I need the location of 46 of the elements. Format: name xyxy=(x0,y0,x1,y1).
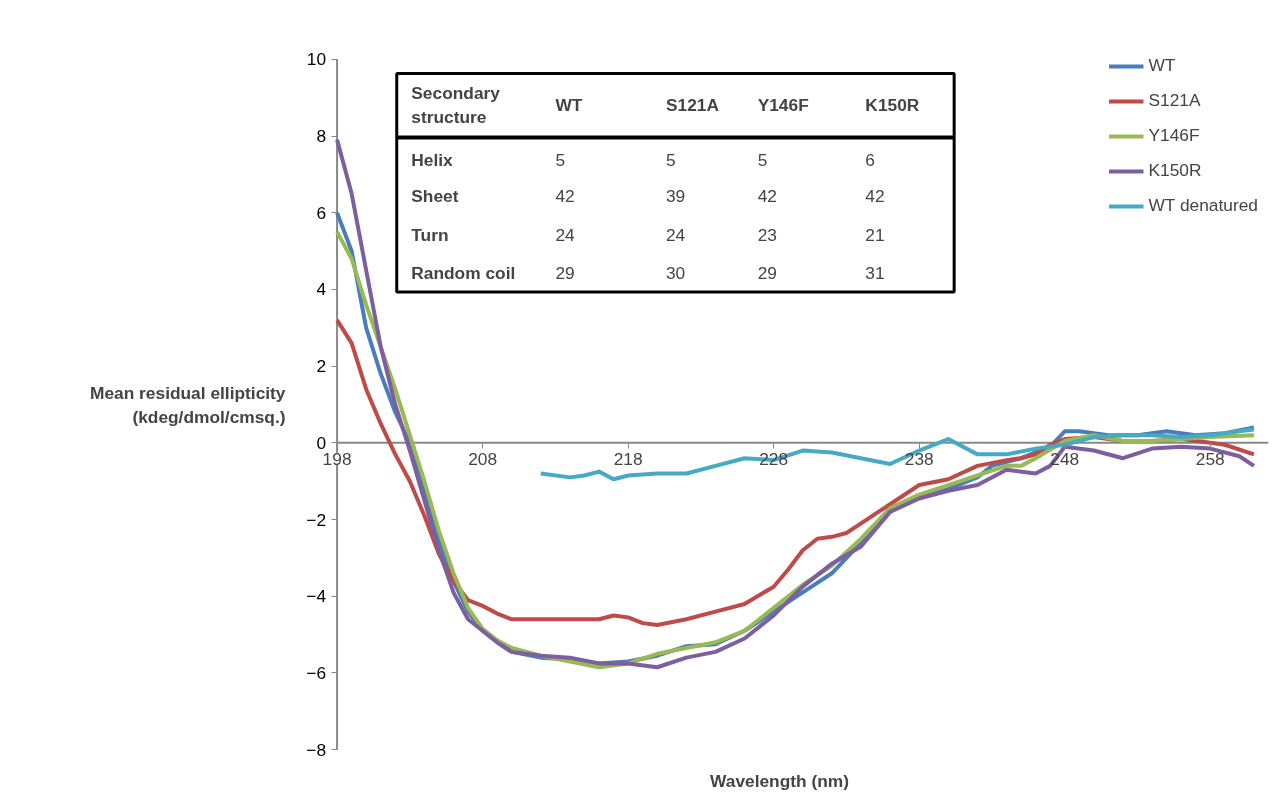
legend-label: Y146F xyxy=(1148,125,1200,146)
annotation: S121A xyxy=(665,95,720,116)
y-tick-label: 2 xyxy=(316,356,327,377)
annotation: 42 xyxy=(757,185,777,206)
annotation: K150R xyxy=(865,95,920,116)
y-tick-label: −8 xyxy=(306,739,327,760)
annotation: 6 xyxy=(865,150,876,171)
annotation: 23 xyxy=(757,224,777,245)
y-tick-label: 4 xyxy=(316,279,327,300)
legend-label: WT denatured xyxy=(1148,195,1258,216)
annotation: 31 xyxy=(865,263,885,284)
x-tick-label: 218 xyxy=(613,448,643,469)
x-axis-title: Wavelength (nm) xyxy=(710,770,849,791)
annotation: 5 xyxy=(757,150,768,171)
line-series xyxy=(538,427,1256,482)
annotation: 24 xyxy=(555,224,576,245)
y-axis-title: Mean residual ellipticity (kdeg/dmol/cmsq.) xyxy=(90,382,286,427)
annotation: 5 xyxy=(555,150,566,171)
annotation: 5 xyxy=(665,150,676,171)
x-tick-label: 208 xyxy=(468,448,498,469)
annotation: 21 xyxy=(865,224,885,245)
annotation: 39 xyxy=(665,185,686,206)
annotation: 24 xyxy=(665,224,686,245)
annotation: Turn xyxy=(411,224,449,245)
annotation: Sheet xyxy=(411,185,459,206)
y-tick-label: −6 xyxy=(306,662,327,683)
legend-label: WT xyxy=(1148,55,1176,76)
x-tick-label: 258 xyxy=(1195,448,1225,469)
annotation: WT xyxy=(555,95,583,116)
annotation: Helix xyxy=(411,150,454,171)
annotation: 29 xyxy=(757,263,777,284)
y-tick-label: 8 xyxy=(316,126,327,147)
annotation: 42 xyxy=(555,185,575,206)
legend-label: K150R xyxy=(1148,160,1202,181)
annotation: Secondary structure xyxy=(411,83,501,128)
x-tick-label: 238 xyxy=(904,448,934,469)
y-tick-label: 6 xyxy=(316,202,327,223)
annotation: Random coil xyxy=(411,263,516,284)
annotation: Y146F xyxy=(757,95,809,116)
annotation: 29 xyxy=(555,263,575,284)
y-tick-label: −4 xyxy=(306,586,327,607)
legend-label: S121A xyxy=(1148,90,1201,111)
annotation: 30 xyxy=(665,263,686,284)
y-tick-label: −2 xyxy=(306,509,327,530)
annotation: 42 xyxy=(865,185,885,206)
y-tick-label: 10 xyxy=(306,49,327,70)
